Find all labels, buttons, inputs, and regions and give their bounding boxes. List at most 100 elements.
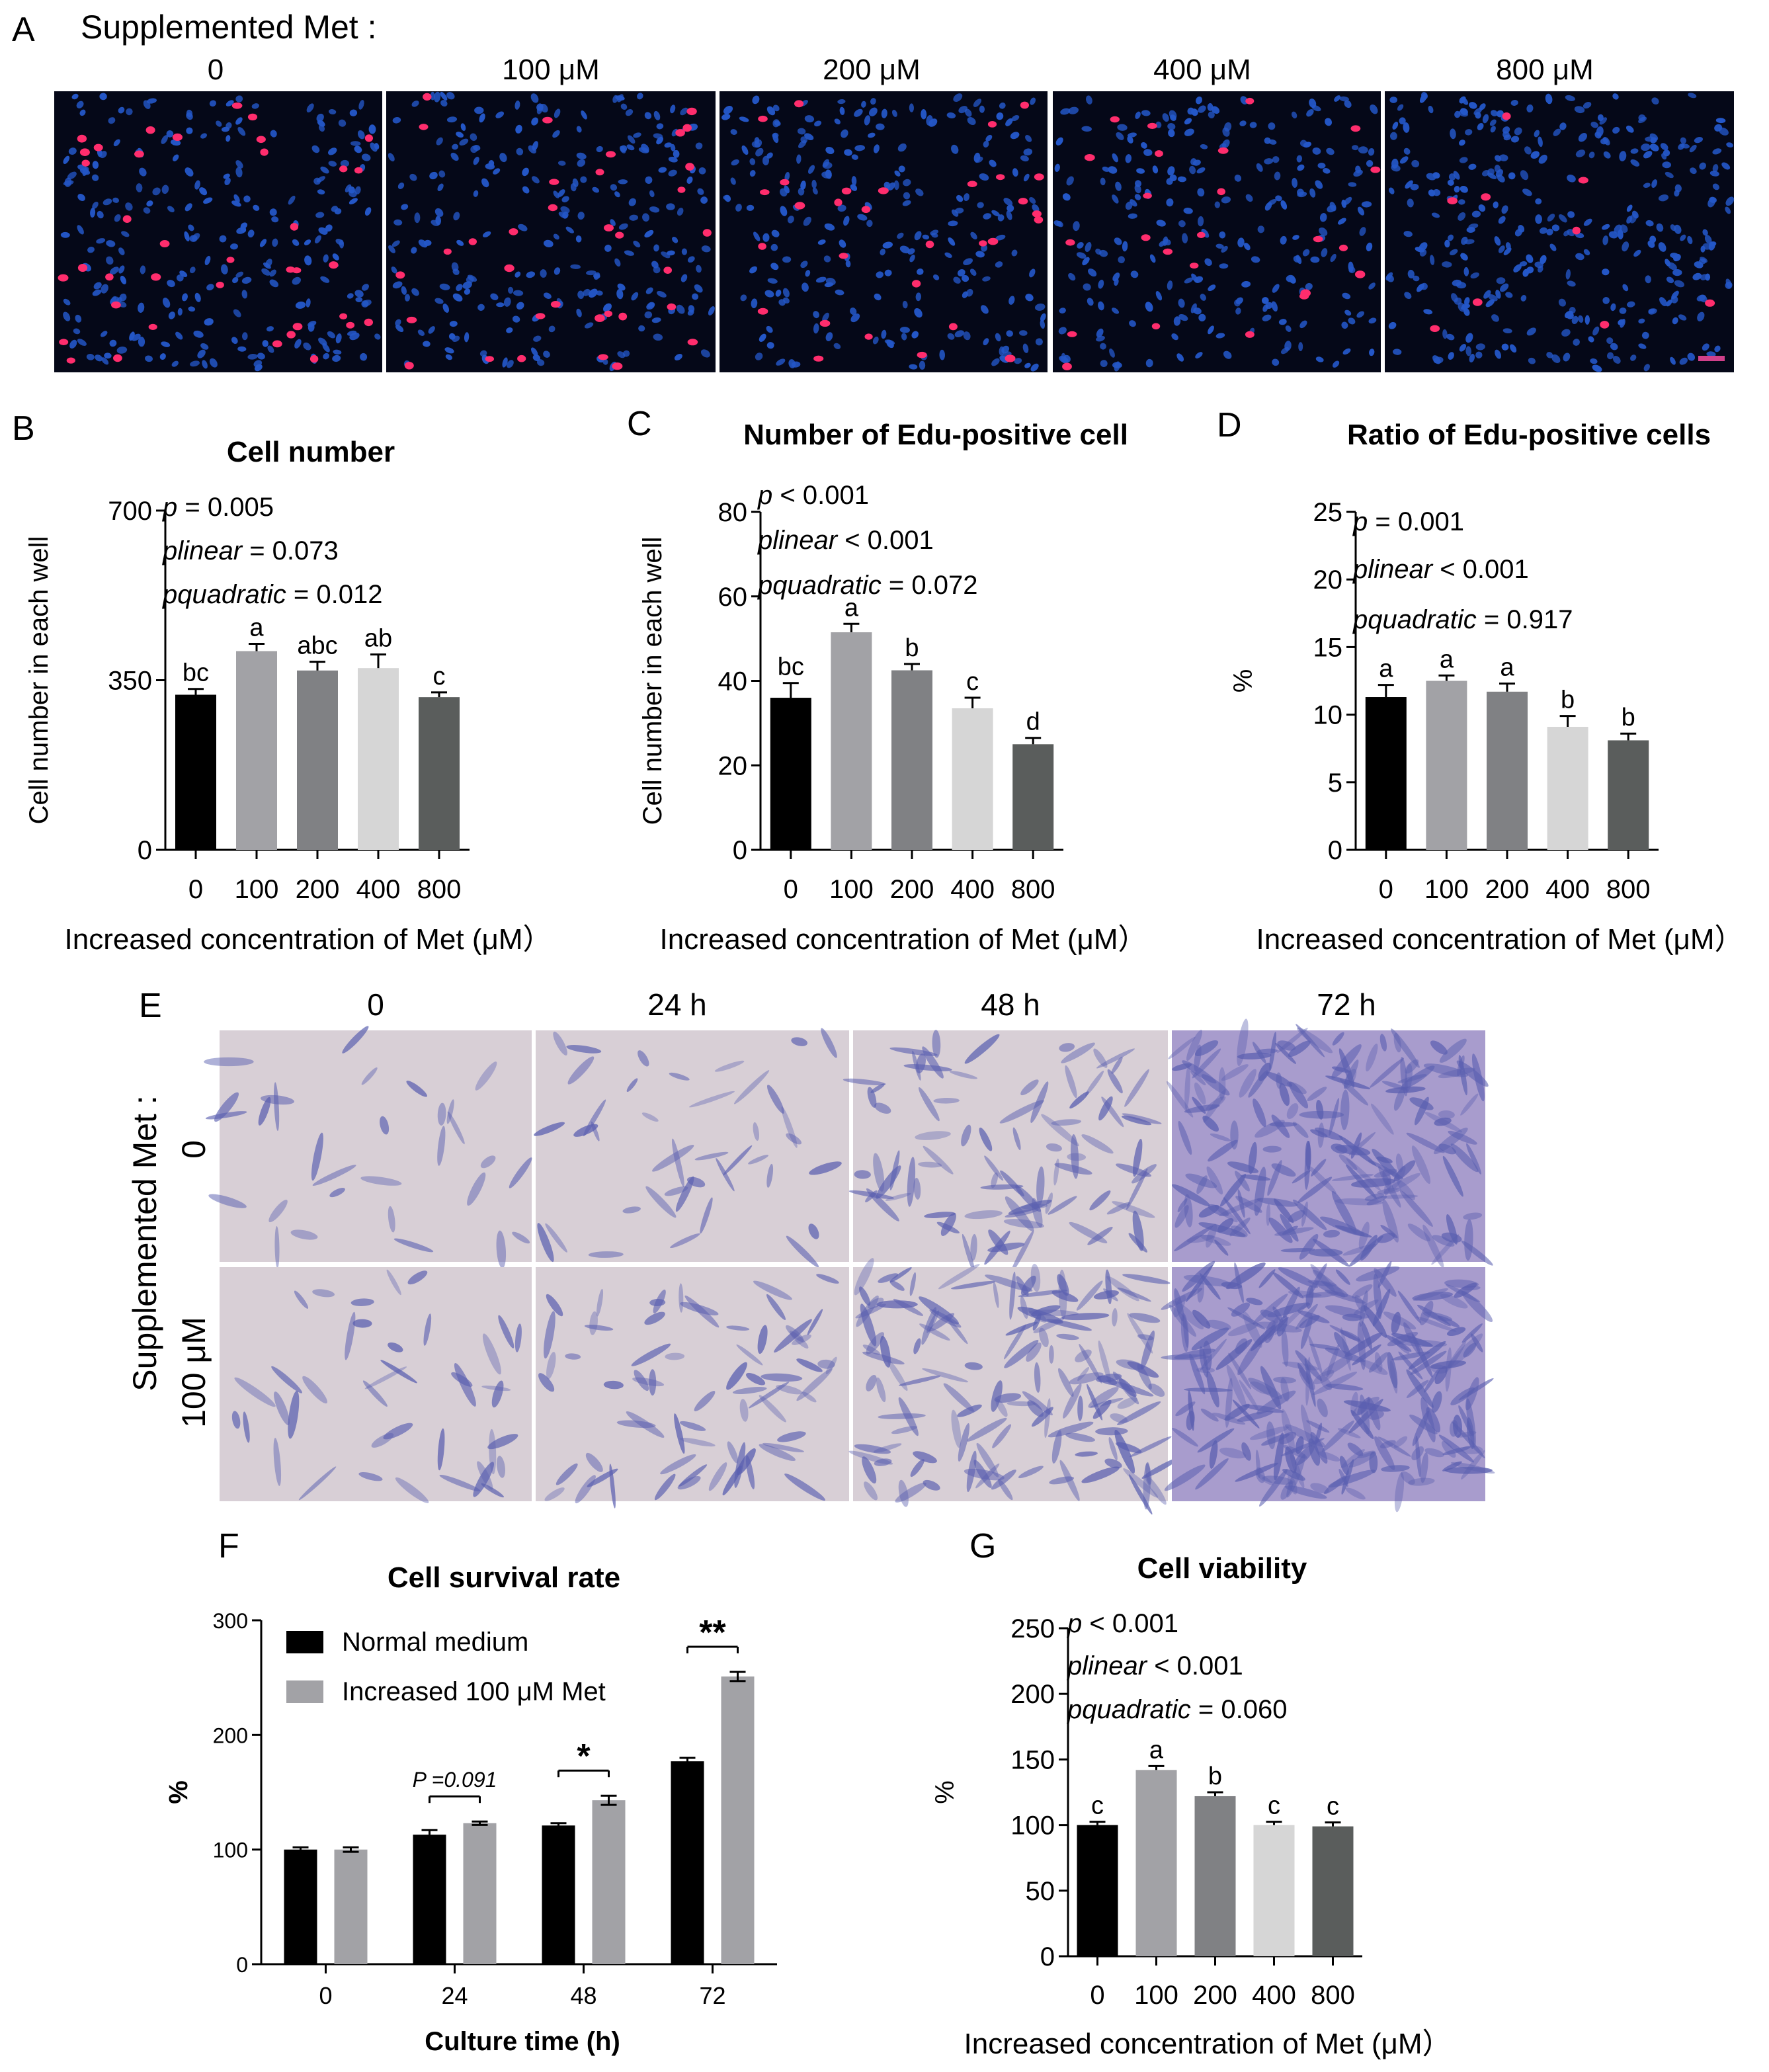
nucleus-dot <box>618 179 628 185</box>
stained-cell <box>1063 1383 1082 1419</box>
stained-cell <box>480 1155 496 1169</box>
nucleus-dot <box>584 322 594 329</box>
nucleus-dot <box>1284 341 1292 351</box>
bar <box>1547 726 1588 850</box>
bar <box>1365 697 1407 850</box>
nucleus-dot <box>1690 167 1697 175</box>
stained-cell <box>1310 1432 1328 1464</box>
stained-cell <box>1200 1273 1221 1300</box>
nucleus-dot <box>1658 242 1666 252</box>
nucleus-dot <box>179 270 188 278</box>
nucleus-dot <box>1088 269 1097 277</box>
nucleus-dot <box>235 271 244 278</box>
nucleus-dot <box>666 203 675 210</box>
nucleus-dot <box>1670 296 1678 304</box>
edu-positive-dot <box>1217 147 1229 154</box>
edu-positive-dot <box>595 169 604 176</box>
stained-cell <box>1461 1290 1493 1322</box>
stained-cell <box>700 1197 713 1234</box>
nucleus-dot <box>1670 356 1676 365</box>
nucleus-dot <box>1076 252 1087 259</box>
nucleus-dot <box>1034 303 1046 311</box>
nucleus-dot <box>393 219 403 226</box>
nucleus-dot <box>129 331 135 341</box>
nucleus-dot <box>92 289 102 296</box>
stained-cell <box>966 1417 1007 1442</box>
stained-cell <box>596 1288 604 1317</box>
edu-positive-dot <box>1163 248 1173 255</box>
nucleus-dot <box>1189 165 1196 175</box>
stained-cell <box>757 1325 768 1354</box>
edu-positive-dot <box>839 253 848 259</box>
significance-letter: abc <box>297 632 337 660</box>
stained-cell <box>1377 1232 1395 1243</box>
nucleus-dot <box>1032 204 1040 213</box>
edu-positive-dot <box>1032 210 1042 218</box>
nucleus-dot <box>101 357 109 365</box>
nucleus-dot <box>1612 356 1621 364</box>
stained-cell <box>915 1131 951 1140</box>
stained-cell <box>1108 1436 1118 1461</box>
stained-cell <box>1028 1309 1079 1316</box>
nucleus-dot <box>1006 330 1013 337</box>
nucleus-dot <box>1649 144 1659 151</box>
panel-e-row-header: Supplemented Met : <box>126 1095 163 1391</box>
nucleus-dot <box>1361 201 1372 208</box>
nucleus-dot <box>1040 313 1046 322</box>
nucleus-dot <box>1496 110 1504 118</box>
nucleus-dot <box>103 198 112 206</box>
nucleus-dot <box>456 239 464 246</box>
bar <box>175 694 216 850</box>
stained-cell <box>380 1116 390 1135</box>
nucleus-dot <box>1482 114 1489 124</box>
nucleus-dot <box>442 304 450 313</box>
nucleus-dot <box>1700 245 1706 253</box>
nucleus-dot <box>782 288 790 298</box>
nucleus-dot <box>1709 196 1717 203</box>
stained-cell <box>899 1375 941 1386</box>
stained-cell <box>1092 1399 1112 1419</box>
edu-positive-dot <box>66 357 75 364</box>
nucleus-dot <box>1333 360 1340 368</box>
edu-positive-dot <box>685 163 694 171</box>
stained-cell <box>1312 1269 1346 1298</box>
stained-cell <box>1448 1333 1483 1368</box>
stained-cell <box>1095 1427 1128 1436</box>
nucleus-dot <box>255 364 263 372</box>
nucleus-dot <box>1221 196 1231 204</box>
nucleus-dot <box>1726 142 1733 147</box>
stained-cell <box>1112 1308 1118 1327</box>
stained-cell <box>1027 1400 1044 1417</box>
nucleus-dot <box>1714 345 1721 352</box>
stained-cell <box>1394 1472 1405 1513</box>
nucleus-dot <box>1100 177 1106 186</box>
stat-annotation: p < 0.001 <box>757 481 869 510</box>
nucleus-dot <box>323 352 329 360</box>
nucleus-dot <box>1650 137 1657 144</box>
stained-cell <box>496 1230 507 1268</box>
panel-letter: B <box>12 409 35 448</box>
nucleus-dot <box>825 147 835 154</box>
stained-cell <box>748 1382 790 1409</box>
stained-cell <box>497 1456 505 1478</box>
nucleus-dot <box>1055 137 1063 146</box>
nucleus-dot <box>1251 256 1260 263</box>
nucleus-dot <box>1453 171 1460 180</box>
stained-cell <box>1036 1166 1045 1206</box>
stain-image <box>843 1030 1168 1274</box>
stained-cell <box>1312 1372 1358 1395</box>
nucleus-dot <box>1077 241 1084 249</box>
edu-positive-dot <box>509 228 518 235</box>
stained-cell <box>1282 1468 1305 1481</box>
nucleus-dot <box>1337 218 1346 225</box>
edu-positive-dot <box>1217 188 1225 196</box>
stained-cell <box>988 1229 1008 1255</box>
nucleus-dot <box>1239 120 1247 126</box>
edu-positive-dot <box>122 215 132 224</box>
nucleus-dot <box>237 346 247 352</box>
edu-positive-dot <box>216 281 224 288</box>
nucleus-dot <box>119 293 127 302</box>
stat-annotation: pquadratic = 0.917 <box>1352 605 1573 634</box>
stained-cell <box>1426 1407 1440 1432</box>
stained-cell <box>1280 1214 1299 1242</box>
